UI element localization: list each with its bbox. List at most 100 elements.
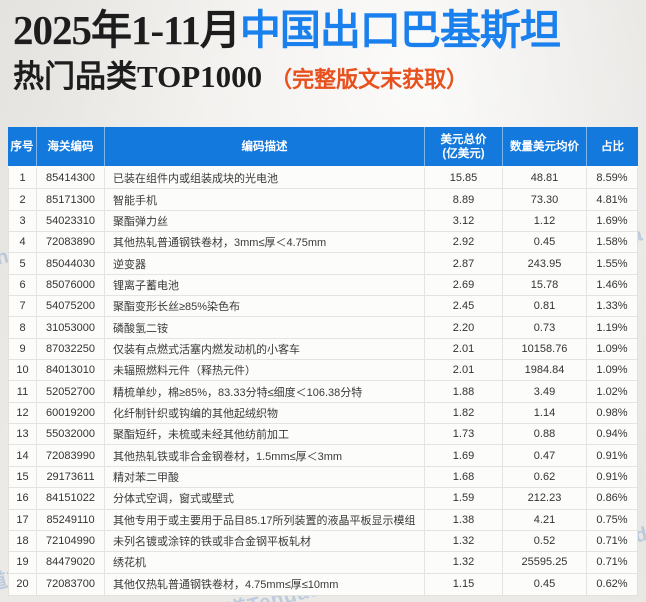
column-header-total-value: 美元总价 (亿美元) (425, 127, 503, 166)
hs-code-cell: 84013010 (37, 360, 105, 381)
total-value-cell: 2.45 (425, 296, 503, 317)
rank-cell: 1 (9, 168, 37, 189)
share-cell: 4.81% (596, 193, 628, 206)
table-row: 15 29173611 精对苯二甲酸 1.68 0.62 0.91% (9, 466, 637, 489)
total-value-cell: 8.89 (425, 189, 503, 210)
rank-cell: 18 (9, 530, 37, 552)
hs-code-cell: 72083990 (37, 445, 105, 466)
hs-code-cell: 84151022 (37, 488, 105, 509)
rank-cell: 5 (9, 253, 37, 274)
table-row: 4 72083890 其他热轧普通钢铁卷材，3mm≤厚＜4.75mm 2.92 0.45… (9, 232, 637, 254)
share-cell: 1.02% (596, 385, 628, 398)
description-cell: 其他热轧普通钢铁卷材，3mm≤厚＜4.75mm (105, 232, 425, 253)
table-row: 3 54023310 聚酯弹力丝 3.12 1.12 1.69% (9, 210, 637, 233)
description-cell: 智能手机 (105, 189, 425, 210)
share-cell: 0.86% (596, 492, 628, 505)
rank-cell: 7 (9, 296, 37, 317)
title-top1000: 热门品类TOP1000 (13, 59, 263, 94)
share-cell: 0.71% (596, 535, 628, 548)
total-value-cell: 1.73 (425, 424, 503, 445)
description-cell: 其他仅热轧普通钢铁卷材，4.75mm≤厚≤10mm (105, 573, 425, 595)
hs-code-cell: 72083700 (37, 573, 105, 595)
column-header-share: 占比 (601, 140, 624, 153)
share-cell: 1.58% (596, 236, 628, 249)
total-value-cell: 1.32 (425, 552, 503, 573)
total-value-cell: 2.01 (425, 360, 503, 381)
avg-price-cell: 1.14 (503, 402, 587, 424)
hs-code-cell: 60019200 (37, 402, 105, 424)
table-row: 18 72104990 未列名镀或涂锌的铁或非合金钢平板轧材 1.32 0.52 0.71… (9, 530, 637, 553)
avg-price-cell: 0.52 (503, 530, 587, 552)
avg-price-cell: 0.73 (503, 317, 587, 338)
hs-code-cell: 85044030 (37, 253, 105, 274)
avg-price-cell: 48.81 (503, 168, 587, 189)
description-cell: 已装在组件内或组装成块的光电池 (105, 168, 425, 189)
table-row: 19 84479020 绣花机 1.32 25595.25 0.71% (9, 552, 637, 574)
rank-cell: 10 (9, 360, 37, 381)
table-row: 1 85414300 已装在组件内或组装成块的光电池 15.85 48.81 8.59% (9, 168, 637, 190)
rank-cell: 13 (9, 424, 37, 445)
avg-price-cell: 15.78 (503, 274, 587, 296)
total-value-cell: 2.01 (425, 338, 503, 360)
description-cell: 精对苯二甲酸 (105, 466, 425, 488)
column-header-rank: 序号 (8, 127, 37, 166)
description-cell: 绣花机 (105, 552, 425, 573)
description-cell: 逆变器 (105, 253, 425, 274)
rank-cell: 9 (9, 338, 37, 360)
description-cell: 精梳单纱，棉≥85%，83.33分特≤细度＜106.38分特 (105, 381, 425, 402)
total-value-cell: 1.88 (425, 381, 503, 402)
rank-cell: 3 (9, 210, 37, 232)
hs-code-cell: 84479020 (37, 552, 105, 573)
hs-code-cell: 85414300 (37, 168, 105, 189)
avg-price-cell: 212.23 (503, 488, 587, 509)
rank-cell: 20 (9, 573, 37, 595)
total-value-cell: 1.68 (425, 466, 503, 488)
total-value-cell: 1.82 (425, 402, 503, 424)
total-value-cell: 1.15 (425, 573, 503, 595)
page-title-line2: 热门品类TOP1000 （完整版文末获取） (13, 56, 560, 101)
title-period: 2025年1-11月 (13, 7, 241, 53)
rank-cell: 2 (9, 189, 37, 210)
rank-cell: 4 (9, 232, 37, 253)
table-row: 17 85249110 其他专用于或主要用于品目85.17所列装置的液晶平板显示模组… (9, 509, 637, 531)
share-cell: 8.59% (596, 172, 628, 185)
hs-code-cell: 72104990 (37, 530, 105, 552)
hs-code-cell: 85076000 (37, 274, 105, 296)
avg-price-cell: 1.12 (503, 210, 587, 232)
rank-cell: 11 (9, 381, 37, 402)
share-cell: 0.98% (596, 406, 628, 419)
description-cell: 未列名镀或涂锌的铁或非合金钢平板轧材 (105, 530, 425, 552)
table-body: 1 85414300 已装在组件内或组装成块的光电池 15.85 48.81 8.59% 2… (8, 168, 638, 596)
hs-code-cell: 31053000 (37, 317, 105, 338)
total-value-cell: 2.69 (425, 274, 503, 296)
total-value-cell: 1.32 (425, 530, 503, 552)
avg-price-cell: 4.21 (503, 509, 587, 530)
table-row: 5 85044030 逆变器 2.87 243.95 1.55% (9, 253, 637, 275)
share-cell: 1.33% (596, 300, 628, 313)
export-ranking-table: 序号 海关编码 编码描述 美元总价 (亿美元) 数量美元均价 占比 1 85414300 已装在… (8, 127, 638, 596)
description-cell: 仅装有点燃式活塞内燃发动机的小客车 (105, 338, 425, 360)
avg-price-cell: 0.45 (503, 573, 587, 595)
total-value-cell: 2.20 (425, 317, 503, 338)
page-title-line1: 2025年1-11月中国出口巴基斯坦 (13, 4, 561, 56)
description-cell: 未辐照燃料元件（释热元件） (105, 360, 425, 381)
share-cell: 1.55% (596, 257, 628, 270)
hs-code-cell: 54023310 (37, 210, 105, 232)
avg-price-cell: 25595.25 (503, 552, 587, 573)
table-row: 13 55032000 聚酯短纤，未梳或未经其他纺前加工 1.73 0.88 0.94% (9, 424, 637, 446)
share-cell: 0.94% (596, 428, 628, 441)
share-cell: 1.09% (596, 364, 628, 377)
description-cell: 分体式空调，窗式或壁式 (105, 488, 425, 509)
hs-code-cell: 54075200 (37, 296, 105, 317)
rank-cell: 6 (9, 274, 37, 296)
rank-cell: 12 (9, 402, 37, 424)
table-row: 14 72083990 其他热轧铁或非合金钢卷材，1.5mm≤厚＜3mm 1.69 0.… (9, 445, 637, 467)
total-value-cell: 15.85 (425, 168, 503, 189)
share-cell: 1.19% (596, 321, 628, 334)
description-cell: 锂离子蓄电池 (105, 274, 425, 296)
share-cell: 0.75% (596, 513, 628, 526)
table-row: 12 60019200 化纤制针织或钩编的其他起绒织物 1.82 1.14 0.98% (9, 402, 637, 425)
rank-cell: 16 (9, 488, 37, 509)
avg-price-cell: 0.81 (503, 296, 587, 317)
